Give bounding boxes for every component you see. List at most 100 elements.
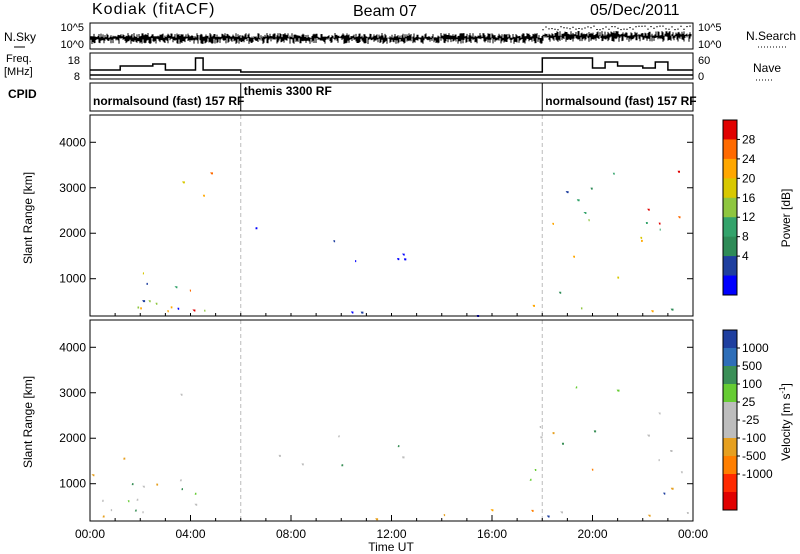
cpid-program-label: normalsound (fast) 157 RF bbox=[545, 94, 696, 108]
colorbar-segment bbox=[723, 384, 737, 403]
colorbar-frame bbox=[722, 119, 738, 296]
colorbar-segment bbox=[723, 420, 737, 439]
colorbar-tick-label: 500 bbox=[742, 359, 762, 373]
colorbar-segment bbox=[723, 275, 737, 296]
y-tick-label: 3000 bbox=[59, 181, 86, 195]
nave-tick-bottom: 0 bbox=[698, 71, 704, 83]
cpid-program-label: themis 3300 RF bbox=[244, 84, 332, 98]
x-tick-label: 04:00 bbox=[175, 527, 205, 541]
y-tick-label: 2000 bbox=[59, 431, 86, 445]
colorbar-tick-label: 100 bbox=[742, 377, 762, 391]
freq-label-line2: [MHz] bbox=[4, 66, 33, 78]
velocity-colorbar-label-sup: -1 bbox=[778, 386, 787, 394]
nsky-series bbox=[90, 25, 692, 44]
colorbar-segment bbox=[723, 139, 737, 160]
x-tick-label: 12:00 bbox=[376, 527, 406, 541]
x-tick-label: 00:00 bbox=[678, 527, 708, 541]
range-time-cell bbox=[565, 191, 569, 194]
cpid-label: CPID bbox=[8, 87, 37, 101]
freq-tick-top: 18 bbox=[68, 55, 80, 67]
nsky-tick-top: 10^5 bbox=[60, 22, 84, 34]
colorbar-tick-label: 24 bbox=[742, 152, 756, 166]
velocity-frame-bg bbox=[90, 320, 693, 521]
range-time-cell bbox=[490, 509, 494, 512]
power-ylabel: Slant Range [km] bbox=[21, 172, 35, 264]
nsky-trace bbox=[90, 31, 692, 44]
colorbar-tick-label: 1000 bbox=[742, 341, 769, 355]
colorbar-segment bbox=[723, 402, 737, 421]
nsky-tick-bottom: 10^0 bbox=[60, 39, 84, 51]
y-tick-label: 1000 bbox=[59, 272, 86, 286]
nsearch-label: N.Search bbox=[746, 29, 796, 43]
velocity-colorbar-label-main: Velocity [m s bbox=[779, 394, 793, 461]
date-title: 05/Dec/2011 bbox=[590, 2, 680, 19]
power-y-axis: 1000 2000 3000 4000 bbox=[59, 135, 693, 286]
freq-trace bbox=[90, 57, 693, 73]
colorbar-tick-label: 25 bbox=[742, 395, 756, 409]
y-tick-label: 4000 bbox=[59, 340, 86, 354]
beam-title: Beam 07 bbox=[353, 3, 417, 20]
power-frame-bg bbox=[90, 115, 693, 316]
station-title: Kodiak (fitACF) bbox=[92, 1, 215, 18]
range-time-cell bbox=[142, 282, 148, 303]
colorbar-segment bbox=[723, 256, 737, 277]
freq-tick-bottom: 8 bbox=[74, 71, 80, 83]
colorbar-segment bbox=[723, 492, 737, 511]
colorbar-segment bbox=[723, 456, 737, 475]
velocity-y-axis: 1000 2000 3000 4000 bbox=[59, 340, 693, 491]
colorbar-tick-label: 28 bbox=[742, 132, 756, 146]
velocity-colorbar-label-end: ] bbox=[779, 383, 793, 386]
nsearch-tick-bottom: 10^0 bbox=[698, 39, 722, 51]
time-xlabel: Time UT bbox=[368, 540, 414, 554]
range-time-cell bbox=[192, 309, 196, 312]
colorbar-segment bbox=[723, 197, 737, 218]
cpid-frame bbox=[89, 82, 694, 112]
cpid-program-label: normalsound (fast) 157 RF bbox=[93, 94, 244, 108]
freq-panel: Freq. [MHz] 18 8 60 0 Nave bbox=[4, 52, 781, 83]
colorbar-tick-label: -100 bbox=[742, 431, 766, 445]
colorbar-tick-label: 16 bbox=[742, 191, 756, 205]
nsearch-tick-top: 10^5 bbox=[698, 22, 722, 34]
freq-series bbox=[90, 57, 693, 76]
freq-label-line1: Freq. bbox=[6, 53, 32, 65]
colorbar-segment bbox=[723, 120, 737, 140]
nave-tick-top: 60 bbox=[698, 55, 710, 67]
power-colorbar-label: Power [dB] bbox=[779, 189, 793, 248]
colorbar-tick-label: 8 bbox=[742, 230, 749, 244]
colorbar-segment bbox=[723, 348, 737, 367]
colorbar-tick-label: 4 bbox=[742, 249, 749, 263]
y-tick-label: 1000 bbox=[59, 477, 86, 491]
velocity-scatter bbox=[91, 320, 689, 521]
nsearch-trace bbox=[542, 25, 691, 31]
range-time-cell bbox=[677, 216, 681, 219]
colorbar-tick-label: 12 bbox=[742, 210, 756, 224]
x-tick-label: 00:00 bbox=[75, 527, 105, 541]
nave-label: Nave bbox=[753, 61, 781, 75]
colorbar-tick-label: -500 bbox=[742, 449, 766, 463]
colorbar-segment bbox=[723, 158, 737, 179]
colorbar-tick-label: -25 bbox=[742, 413, 760, 427]
y-tick-label: 2000 bbox=[59, 226, 86, 240]
colorbar-segment bbox=[723, 178, 737, 199]
colorbar-segment bbox=[723, 330, 737, 349]
range-time-cell bbox=[177, 307, 180, 310]
colorbar-segment bbox=[723, 366, 737, 385]
nsky-frame bbox=[89, 22, 694, 50]
range-time-cell bbox=[174, 286, 178, 289]
colorbar-segment bbox=[723, 438, 737, 457]
x-tick-label: 08:00 bbox=[276, 527, 306, 541]
y-tick-label: 4000 bbox=[59, 135, 86, 149]
colorbar-segment bbox=[723, 474, 737, 493]
colorbar-tick-label: 20 bbox=[742, 171, 756, 185]
time-x-axis: 00:00 04:00 08:00 12:00 16:00 20:00 00:00 bbox=[75, 313, 708, 541]
colorbar-segment bbox=[723, 236, 737, 257]
colorbar-tick-label: -1000 bbox=[742, 467, 773, 481]
velocity-colorbar-label: Velocity [m s-1] bbox=[778, 383, 793, 461]
y-tick-label: 3000 bbox=[59, 386, 86, 400]
power-colorbar: 28 24 20 16 12 8 4 bbox=[722, 119, 756, 296]
range-time-cell bbox=[333, 240, 336, 243]
freq-frame bbox=[89, 52, 694, 80]
